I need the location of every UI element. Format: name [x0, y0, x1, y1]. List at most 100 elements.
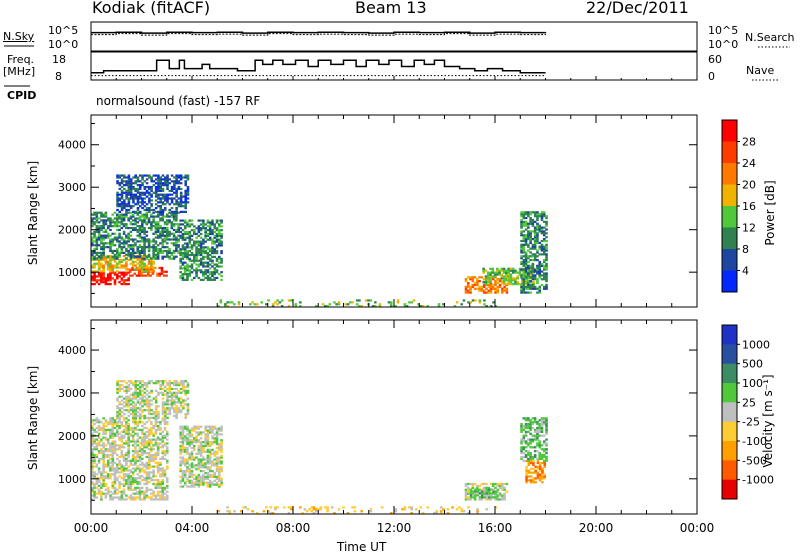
- velocity-cell: [540, 424, 544, 428]
- velocity-cell: [177, 397, 181, 400]
- power-cell: [202, 240, 205, 243]
- velocity-cell: [264, 506, 268, 509]
- velocity-cell: [175, 393, 178, 396]
- velocity-cell: [118, 416, 122, 420]
- velocity-cell: [134, 395, 138, 398]
- power-cell: [104, 213, 108, 216]
- velocity-cell: [197, 439, 201, 442]
- velocity-cell: [97, 442, 101, 445]
- power-cell: [116, 199, 119, 202]
- power-cell: [507, 275, 510, 278]
- power-cell: [500, 275, 504, 278]
- power-cell: [163, 208, 167, 212]
- velocity-cell: [485, 482, 488, 486]
- power-cell: [179, 193, 183, 196]
- power-cell: [91, 283, 94, 286]
- power-cell: [520, 276, 523, 279]
- velocity-cell: [481, 492, 484, 495]
- power-cell: [179, 205, 183, 208]
- power-cell: [179, 219, 182, 222]
- power-cell: [136, 230, 140, 233]
- power-cell: [129, 217, 133, 220]
- velocity-cell: [127, 482, 130, 486]
- velocity-cell: [102, 446, 105, 449]
- velocity-cell: [136, 492, 140, 495]
- velocity-cell: [485, 488, 489, 491]
- velocity-cell: [161, 446, 165, 449]
- power-cell: [156, 247, 160, 251]
- velocity-cell: [538, 423, 542, 426]
- power-cell: [177, 240, 180, 243]
- velocity-cell: [165, 434, 169, 437]
- velocity-cell: [111, 426, 115, 430]
- velocity-colorbar-tick-label: -100: [742, 435, 767, 448]
- power-cell: [129, 185, 133, 189]
- power-cell: [93, 283, 96, 286]
- velocity-cell: [111, 453, 115, 457]
- power-cell: [122, 242, 126, 245]
- velocity-cell: [118, 424, 121, 428]
- power-cell: [527, 243, 530, 246]
- velocity-cell: [520, 423, 523, 426]
- velocity-cell: [193, 429, 196, 432]
- velocity-cell: [193, 477, 196, 480]
- velocity-cell: [93, 448, 96, 451]
- power-cell: [533, 226, 537, 229]
- power-cell: [136, 195, 140, 198]
- power-cell: [170, 225, 174, 228]
- velocity-cell: [545, 450, 548, 453]
- velocity-cell: [195, 452, 198, 455]
- power-cell: [161, 228, 165, 232]
- velocity-cell: [337, 508, 341, 511]
- power-cell: [190, 259, 194, 262]
- power-cell: [129, 205, 133, 208]
- power-cell: [154, 225, 158, 228]
- velocity-cell: [161, 471, 165, 474]
- velocity-cell: [496, 498, 500, 501]
- power-cell: [204, 234, 207, 237]
- velocity-cell: [136, 477, 140, 480]
- velocity-cell: [505, 482, 509, 486]
- velocity-cell: [534, 469, 537, 472]
- power-cell: [159, 193, 162, 196]
- power-cell: [106, 234, 110, 237]
- power-cell: [161, 240, 165, 243]
- power-cell: [129, 221, 133, 224]
- velocity-cell: [482, 488, 486, 491]
- velocity-cell: [161, 382, 165, 385]
- power-cell: [213, 223, 217, 226]
- velocity-cell: [529, 446, 532, 449]
- velocity-cell: [131, 421, 135, 424]
- power-cell: [159, 213, 162, 216]
- power-cell: [478, 276, 481, 279]
- velocity-cell: [202, 431, 205, 434]
- power-cell: [109, 238, 112, 241]
- velocity-cell: [186, 429, 189, 432]
- velocity-cell: [91, 432, 94, 435]
- velocity-cell: [163, 436, 167, 439]
- power-cell: [529, 266, 532, 269]
- power-cell: [95, 253, 99, 256]
- power-cell: [168, 219, 171, 222]
- velocity-cell: [492, 490, 496, 493]
- velocity-cell: [177, 391, 181, 394]
- power-cell: [181, 267, 185, 270]
- velocity-cell: [102, 451, 105, 455]
- velocity-cell: [159, 469, 162, 472]
- velocity-cell: [188, 454, 192, 457]
- velocity-cell: [100, 451, 103, 455]
- power-cell: [482, 285, 486, 288]
- velocity-cell: [218, 470, 221, 473]
- velocity-cell: [204, 466, 207, 469]
- power-cell: [181, 244, 185, 247]
- power-cell: [157, 197, 160, 200]
- velocity-cell: [524, 424, 528, 428]
- power-cell: [522, 276, 526, 279]
- power-cell: [91, 244, 94, 247]
- velocity-cell: [389, 512, 393, 515]
- power-cell: [181, 248, 185, 251]
- velocity-cell: [501, 494, 504, 497]
- velocity-cell: [202, 462, 205, 465]
- power-cell: [501, 287, 504, 290]
- power-cell: [538, 224, 542, 227]
